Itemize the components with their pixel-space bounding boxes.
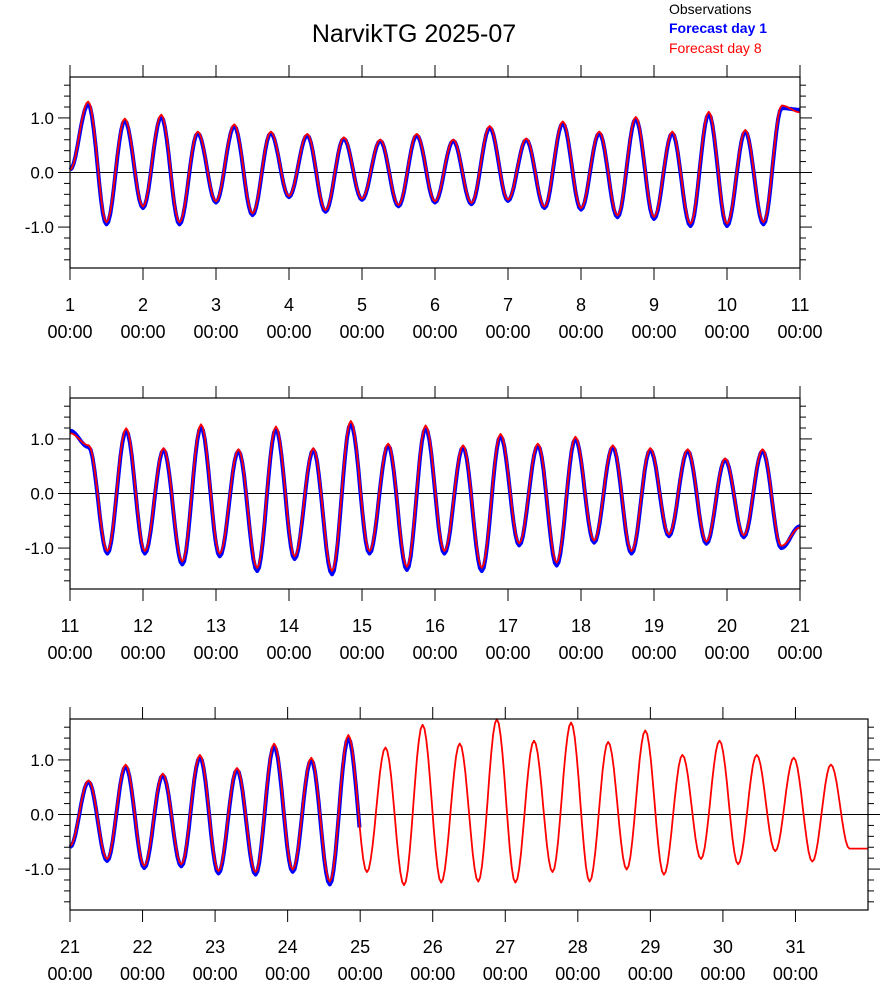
y-tick-label: 0.0 bbox=[30, 164, 54, 183]
chart-title: NarvikTG 2025-07 bbox=[312, 20, 516, 48]
x-tick-time-label: 00:00 bbox=[485, 322, 530, 342]
x-tick-day-label: 25 bbox=[350, 937, 370, 957]
y-tick-label: 0.0 bbox=[30, 485, 54, 504]
y-tick-label: 1.0 bbox=[30, 751, 54, 770]
x-tick-time-label: 00:00 bbox=[412, 322, 457, 342]
x-tick-time-label: 00:00 bbox=[265, 964, 310, 984]
y-tick-label: 0.0 bbox=[30, 806, 54, 825]
x-tick-day-label: 6 bbox=[430, 295, 440, 315]
x-tick-time-label: 00:00 bbox=[628, 964, 673, 984]
observations-line bbox=[69, 101, 801, 226]
x-tick-day-label: 15 bbox=[352, 616, 372, 636]
forecast-day-1-line bbox=[68, 102, 801, 228]
x-tick-time-label: 00:00 bbox=[555, 964, 600, 984]
y-tick-label: -1.0 bbox=[25, 539, 54, 558]
x-tick-time-label: 00:00 bbox=[700, 964, 745, 984]
x-tick-day-label: 11 bbox=[791, 295, 810, 315]
x-tick-time-label: 00:00 bbox=[338, 964, 383, 984]
x-tick-time-label: 00:00 bbox=[777, 322, 822, 342]
x-tick-day-label: 18 bbox=[571, 616, 591, 636]
x-tick-time-label: 00:00 bbox=[120, 964, 165, 984]
x-tick-day-label: 26 bbox=[423, 937, 443, 957]
x-tick-time-label: 00:00 bbox=[193, 643, 238, 663]
forecast-day-8-line bbox=[69, 100, 801, 225]
x-tick-day-label: 7 bbox=[503, 295, 513, 315]
x-tick-time-label: 00:00 bbox=[483, 964, 528, 984]
x-tick-day-label: 11 bbox=[61, 616, 80, 636]
x-tick-day-label: 30 bbox=[713, 937, 733, 957]
forecast-day-8-line bbox=[69, 718, 868, 887]
y-tick-label: -1.0 bbox=[25, 218, 54, 237]
forecast-day-8-line bbox=[69, 420, 801, 572]
legend-forecast-day-8: Forecast day 8 bbox=[669, 40, 762, 56]
x-tick-day-label: 1 bbox=[65, 295, 75, 315]
x-tick-time-label: 00:00 bbox=[558, 322, 603, 342]
x-tick-day-label: 5 bbox=[357, 295, 367, 315]
x-tick-time-label: 00:00 bbox=[773, 964, 818, 984]
x-tick-time-label: 00:00 bbox=[558, 643, 603, 663]
x-tick-day-label: 23 bbox=[205, 937, 225, 957]
x-tick-time-label: 00:00 bbox=[193, 964, 238, 984]
x-tick-time-label: 00:00 bbox=[193, 322, 238, 342]
x-tick-day-label: 9 bbox=[649, 295, 659, 315]
x-tick-day-label: 22 bbox=[133, 937, 153, 957]
plot-frame bbox=[69, 397, 801, 590]
x-tick-time-label: 00:00 bbox=[631, 322, 676, 342]
plot-frame bbox=[69, 76, 801, 269]
y-tick-label: -1.0 bbox=[25, 860, 54, 879]
legend-observations: Observations bbox=[669, 1, 751, 17]
x-tick-time-label: 00:00 bbox=[777, 643, 822, 663]
plot-frame bbox=[69, 718, 869, 911]
x-tick-day-label: 28 bbox=[568, 937, 588, 957]
x-tick-time-label: 00:00 bbox=[266, 322, 311, 342]
x-tick-day-label: 4 bbox=[284, 295, 294, 315]
x-tick-time-label: 00:00 bbox=[47, 322, 92, 342]
x-tick-time-label: 00:00 bbox=[120, 643, 165, 663]
x-tick-day-label: 3 bbox=[211, 295, 221, 315]
x-tick-day-label: 13 bbox=[206, 616, 226, 636]
x-tick-time-label: 00:00 bbox=[704, 643, 749, 663]
x-tick-day-label: 21 bbox=[60, 937, 80, 957]
x-tick-time-label: 00:00 bbox=[266, 643, 311, 663]
x-tick-time-label: 00:00 bbox=[410, 964, 455, 984]
panel-2: 1.0 0.0 -1.0 11 00:00 12 00:00 13 00:00 14 00:00 15… bbox=[25, 386, 823, 663]
x-tick-day-label: 2 bbox=[138, 295, 148, 315]
x-tick-day-label: 29 bbox=[640, 937, 660, 957]
x-tick-day-label: 16 bbox=[425, 616, 445, 636]
panel-1: 1.0 0.0 -1.0 1 00:00 2 00:00 3 00:00 4 00:00 5 00:00… bbox=[25, 65, 823, 342]
x-tick-time-label: 00:00 bbox=[47, 964, 92, 984]
x-tick-day-label: 20 bbox=[717, 616, 737, 636]
x-tick-time-label: 00:00 bbox=[631, 643, 676, 663]
x-tick-time-label: 00:00 bbox=[339, 322, 384, 342]
x-tick-day-label: 12 bbox=[133, 616, 153, 636]
x-tick-time-label: 00:00 bbox=[485, 643, 530, 663]
x-tick-day-label: 19 bbox=[644, 616, 664, 636]
x-tick-day-label: 17 bbox=[498, 616, 518, 636]
x-tick-day-label: 14 bbox=[279, 616, 299, 636]
x-tick-day-label: 31 bbox=[785, 937, 805, 957]
x-tick-day-label: 27 bbox=[495, 937, 515, 957]
x-tick-time-label: 00:00 bbox=[412, 643, 457, 663]
x-tick-time-label: 00:00 bbox=[120, 322, 165, 342]
x-tick-time-label: 00:00 bbox=[704, 322, 749, 342]
legend-forecast-day-1: Forecast day 1 bbox=[669, 20, 767, 36]
panel-3: 1.0 0.0 -1.0 21 00:00 22 00:00 23 00:00 24 00:00 25… bbox=[25, 707, 880, 984]
x-tick-day-label: 21 bbox=[790, 616, 810, 636]
y-tick-label: 1.0 bbox=[30, 109, 54, 128]
x-tick-time-label: 00:00 bbox=[47, 643, 92, 663]
x-tick-time-label: 00:00 bbox=[339, 643, 384, 663]
panels-group: 1.0 0.0 -1.0 1 00:00 2 00:00 3 00:00 4 00:00 5 00:00… bbox=[25, 65, 880, 984]
x-tick-day-label: 8 bbox=[576, 295, 586, 315]
y-tick-label: 1.0 bbox=[30, 430, 54, 449]
x-tick-day-label: 24 bbox=[278, 937, 298, 957]
x-tick-day-label: 10 bbox=[717, 295, 737, 315]
